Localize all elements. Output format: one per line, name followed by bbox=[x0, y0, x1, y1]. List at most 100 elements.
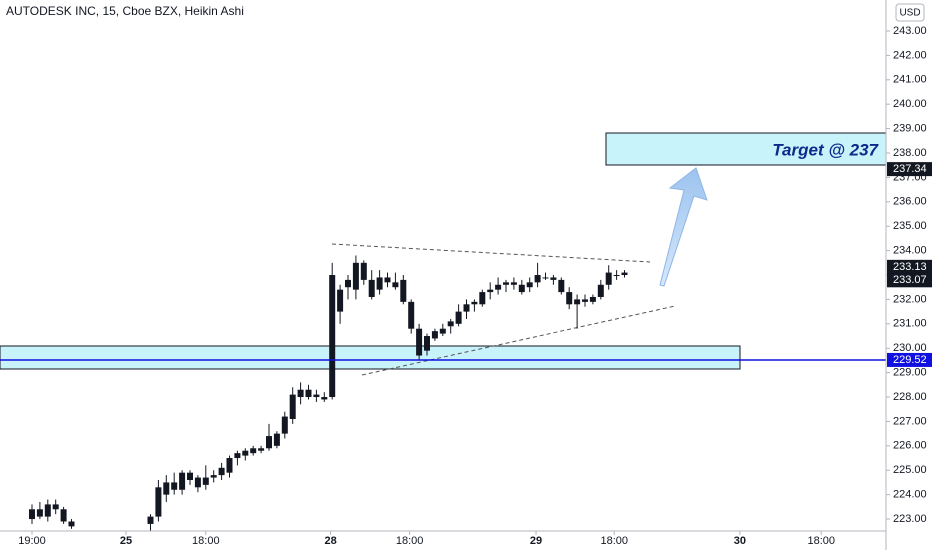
candle-body bbox=[352, 262, 359, 290]
x-tick-label: 18:00 bbox=[807, 535, 835, 547]
y-tick-label: 239.00 bbox=[893, 123, 927, 135]
candle-body bbox=[495, 284, 502, 290]
candle-body bbox=[431, 331, 438, 339]
candle-body bbox=[258, 448, 265, 451]
candle-body bbox=[368, 279, 375, 297]
candle-body bbox=[621, 272, 628, 276]
currency-button[interactable] bbox=[895, 3, 925, 22]
price-label-bg bbox=[887, 162, 932, 177]
y-tick-label: 231.00 bbox=[893, 318, 927, 330]
candle-body bbox=[337, 289, 344, 312]
candle-body bbox=[526, 282, 533, 288]
candle-body bbox=[226, 458, 233, 473]
candle-body bbox=[392, 282, 399, 288]
candle-body bbox=[471, 301, 478, 305]
candle-body bbox=[179, 472, 186, 490]
x-tick-label: 30 bbox=[734, 535, 746, 547]
candle-body bbox=[503, 282, 510, 285]
y-tick-label: 243.00 bbox=[893, 25, 927, 37]
candle-body bbox=[313, 394, 320, 398]
candle-body bbox=[289, 394, 296, 419]
candle-body bbox=[202, 477, 209, 485]
y-tick-label: 229.00 bbox=[893, 367, 927, 379]
y-tick-label: 232.00 bbox=[893, 293, 927, 305]
candle-body bbox=[147, 516, 154, 524]
y-tick-label: 236.00 bbox=[893, 196, 927, 208]
candle-body bbox=[60, 509, 67, 522]
candle-body bbox=[439, 328, 446, 334]
candle-body bbox=[265, 436, 272, 449]
candle-body bbox=[518, 284, 525, 293]
y-tick-label: 226.00 bbox=[893, 440, 927, 452]
x-tick-label: 18:00 bbox=[396, 535, 424, 547]
candle-body bbox=[376, 277, 383, 290]
target-arrow bbox=[659, 167, 708, 287]
candle-body bbox=[613, 275, 620, 277]
candle-body bbox=[416, 328, 423, 356]
candle-body bbox=[329, 275, 336, 398]
y-tick-label: 223.00 bbox=[893, 513, 927, 525]
candle-body bbox=[297, 389, 304, 398]
price-label-bg bbox=[887, 259, 932, 274]
y-tick-label: 224.00 bbox=[893, 489, 927, 501]
candle-body bbox=[574, 299, 581, 305]
candle-body bbox=[36, 509, 43, 517]
y-tick-label: 234.00 bbox=[893, 245, 927, 257]
candle-body bbox=[424, 336, 431, 351]
candles bbox=[28, 255, 628, 531]
y-tick-label: 235.00 bbox=[893, 220, 927, 232]
y-tick-label: 240.00 bbox=[893, 98, 927, 110]
target-zone bbox=[605, 132, 887, 166]
y-tick-label: 228.00 bbox=[893, 391, 927, 403]
candle-body bbox=[534, 275, 541, 283]
x-tick-label: 18:00 bbox=[600, 535, 628, 547]
candle-body bbox=[171, 482, 178, 490]
candle-body bbox=[384, 277, 391, 283]
upper-trendline bbox=[331, 243, 651, 263]
candle-body bbox=[186, 472, 193, 480]
price-label: 237.34 bbox=[893, 163, 927, 175]
candle-body bbox=[360, 262, 367, 280]
candle-body bbox=[68, 521, 75, 527]
candle-body bbox=[487, 289, 494, 293]
candle-body bbox=[194, 477, 201, 488]
candle-body bbox=[582, 299, 589, 302]
candle-body bbox=[566, 292, 573, 305]
candle-body bbox=[155, 487, 162, 517]
y-tick-label: 242.00 bbox=[893, 49, 927, 61]
support-zone bbox=[0, 345, 741, 370]
y-tick-label: 225.00 bbox=[893, 464, 927, 476]
x-tick-label: 28 bbox=[324, 535, 336, 547]
candle-body bbox=[455, 311, 462, 324]
target-annotation: Target @ 237 bbox=[772, 140, 879, 159]
price-label-bg bbox=[887, 352, 932, 367]
candle-body bbox=[345, 279, 352, 288]
price-label-bg bbox=[887, 273, 932, 288]
x-tick-label: 29 bbox=[530, 535, 542, 547]
y-tick-label: 241.00 bbox=[893, 74, 927, 86]
x-tick-label: 25 bbox=[120, 535, 132, 547]
candle-body bbox=[218, 467, 225, 476]
candle-body bbox=[463, 304, 470, 312]
candle-body bbox=[542, 277, 549, 279]
candle-body bbox=[550, 277, 557, 280]
currency-label: USD bbox=[899, 8, 920, 19]
x-tick-label: 18:00 bbox=[192, 535, 220, 547]
candle-body bbox=[44, 504, 51, 517]
lower-trendline bbox=[361, 305, 676, 376]
candle-body bbox=[510, 282, 517, 285]
candle-body bbox=[281, 416, 288, 434]
candle-body bbox=[52, 504, 59, 510]
y-tick-label: 238.00 bbox=[893, 147, 927, 159]
y-tick-label: 230.00 bbox=[893, 342, 927, 354]
candle-body bbox=[447, 321, 454, 327]
candle-body bbox=[234, 453, 241, 459]
candle-body bbox=[273, 433, 280, 446]
candle-body bbox=[305, 389, 312, 398]
candle-body bbox=[408, 301, 415, 329]
candle-body bbox=[605, 272, 612, 285]
candle-body bbox=[589, 296, 596, 302]
candle-body bbox=[163, 482, 170, 495]
chart-title: AUTODESK INC, 15, Cboe BZX, Heikin Ashi bbox=[6, 4, 244, 18]
